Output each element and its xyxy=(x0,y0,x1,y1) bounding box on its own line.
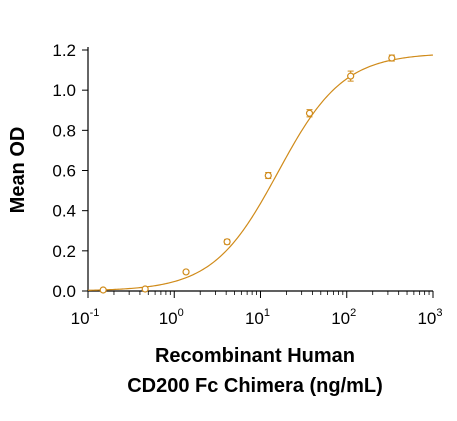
y-tick-label: 0.6 xyxy=(52,162,76,181)
y-axis-ticks: 0.0 0.2 0.4 0.6 0.8 1.0 1.2 xyxy=(52,41,88,301)
fit-curve xyxy=(87,54,434,291)
data-point xyxy=(182,268,190,276)
y-tick-label: 0.2 xyxy=(52,242,76,261)
data-points xyxy=(99,54,396,294)
x-tick-label: 102 xyxy=(331,307,356,328)
y-tick-label: 1.2 xyxy=(52,41,76,60)
data-point xyxy=(388,54,396,62)
data-point xyxy=(347,72,355,80)
y-tick-label: 0.8 xyxy=(52,121,76,140)
y-tick-label: 1.0 xyxy=(52,81,76,100)
x-tick-label: 103 xyxy=(417,307,442,328)
y-axis-title: Mean OD xyxy=(7,127,29,214)
x-tick-label: 100 xyxy=(159,307,184,328)
y-tick-label: 0.0 xyxy=(52,282,76,301)
x-axis-ticks: 10-1 100 101 102 103 xyxy=(71,291,443,328)
data-point xyxy=(264,171,272,180)
x-axis-title-line2: CD200 Fc Chimera (ng/mL) xyxy=(127,375,383,397)
x-tick-label: 10-1 xyxy=(71,307,100,328)
y-tick-label: 0.4 xyxy=(52,202,76,221)
data-point xyxy=(223,238,231,246)
axes xyxy=(87,47,433,292)
data-point xyxy=(99,286,107,294)
x-axis-title-line1: Recombinant Human xyxy=(155,345,355,367)
data-point xyxy=(305,109,314,117)
data-point xyxy=(141,285,149,293)
x-tick-label: 101 xyxy=(245,307,270,328)
